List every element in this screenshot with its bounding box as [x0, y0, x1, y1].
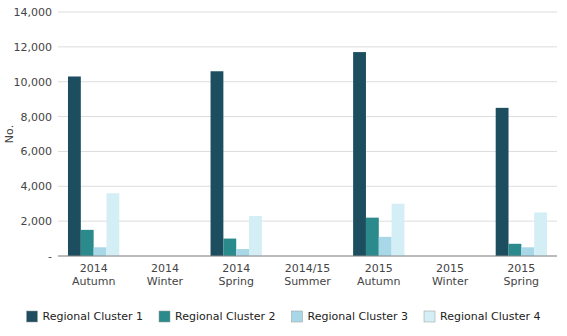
- bar: [94, 247, 107, 256]
- grid-line: [58, 221, 557, 222]
- legend-label: Regional Cluster 3: [308, 310, 409, 323]
- y-tick-label: 14,000: [14, 6, 53, 19]
- legend-label: Regional Cluster 2: [175, 310, 276, 323]
- grid-line: [58, 151, 557, 152]
- x-tick-line: 2015: [365, 262, 393, 275]
- x-tick-label: 2014/15Summer: [284, 262, 331, 288]
- x-tick-line: Winter: [432, 275, 469, 288]
- x-tick-line: Spring: [504, 275, 540, 288]
- x-tick-label: 2014Spring: [218, 262, 254, 288]
- legend-item: Regional Cluster 1: [27, 310, 144, 323]
- y-axis: - 2,000 4,000 6,000 8,000 10,000 12,000 14,000: [14, 6, 53, 263]
- legend-item: Regional Cluster 3: [292, 310, 409, 323]
- bar: [366, 218, 379, 256]
- x-tick-label: 2015Spring: [504, 262, 540, 288]
- x-tick-label: 2014Winter: [147, 262, 184, 288]
- legend-swatch: [292, 311, 303, 322]
- y-tick-label: -: [48, 250, 52, 263]
- x-tick-line: 2014/15: [285, 262, 331, 275]
- x-tick-line: Winter: [147, 275, 184, 288]
- legend-swatch: [424, 311, 435, 322]
- x-tick-line: Autumn: [357, 275, 400, 288]
- legend-item: Regional Cluster 4: [424, 310, 541, 323]
- bar: [379, 237, 392, 256]
- grid-line: [58, 116, 557, 117]
- legend: Regional Cluster 1 Regional Cluster 2 Regi…: [27, 310, 541, 323]
- x-tick-line: 2014: [151, 262, 179, 275]
- bar: [496, 108, 509, 256]
- x-tick-label: 2015Winter: [432, 262, 469, 288]
- x-tick-line: Autumn: [72, 275, 115, 288]
- bar: [521, 247, 534, 256]
- legend-swatch: [159, 311, 170, 322]
- grid-line: [58, 46, 557, 47]
- y-tick-label: 12,000: [14, 41, 53, 54]
- legend-swatch: [27, 311, 38, 322]
- y-tick-label: 10,000: [14, 76, 53, 89]
- bar: [392, 204, 405, 256]
- grid-line: [58, 12, 557, 13]
- y-tick-label: 4,000: [21, 180, 53, 193]
- x-tick-line: 2014: [80, 262, 108, 275]
- legend-label: Regional Cluster 4: [440, 310, 541, 323]
- x-tick-line: Summer: [284, 275, 331, 288]
- x-tick-line: 2015: [436, 262, 464, 275]
- bars: [68, 52, 547, 256]
- chart: - 2,000 4,000 6,000 8,000 10,000 12,000 14,000 N…: [0, 0, 567, 336]
- y-tick-label: 6,000: [21, 145, 53, 158]
- bar: [249, 216, 262, 256]
- y-tick-label: 8,000: [21, 111, 53, 124]
- grid-line: [58, 186, 557, 187]
- x-axis: 2014Autumn2014Winter2014Spring2014/15Sum…: [72, 262, 539, 288]
- grid-line: [58, 256, 557, 257]
- bar: [211, 71, 224, 256]
- legend-label: Regional Cluster 1: [43, 310, 144, 323]
- x-tick-line: 2015: [507, 262, 535, 275]
- bar: [353, 52, 366, 256]
- x-axis-line: [58, 256, 557, 257]
- x-tick-label: 2015Autumn: [357, 262, 400, 288]
- bar: [509, 244, 522, 256]
- y-axis-label: No.: [3, 125, 16, 143]
- x-tick-label: 2014Autumn: [72, 262, 115, 288]
- grid: [58, 12, 557, 256]
- legend-item: Regional Cluster 2: [159, 310, 276, 323]
- bar: [236, 249, 249, 256]
- grid-line: [58, 81, 557, 82]
- bar: [534, 212, 547, 256]
- x-tick-line: Spring: [218, 275, 254, 288]
- y-tick-label: 2,000: [21, 215, 53, 228]
- bar: [106, 193, 119, 256]
- bar: [68, 76, 81, 256]
- bar: [81, 230, 94, 256]
- x-tick-line: 2014: [222, 262, 250, 275]
- bar: [223, 239, 236, 256]
